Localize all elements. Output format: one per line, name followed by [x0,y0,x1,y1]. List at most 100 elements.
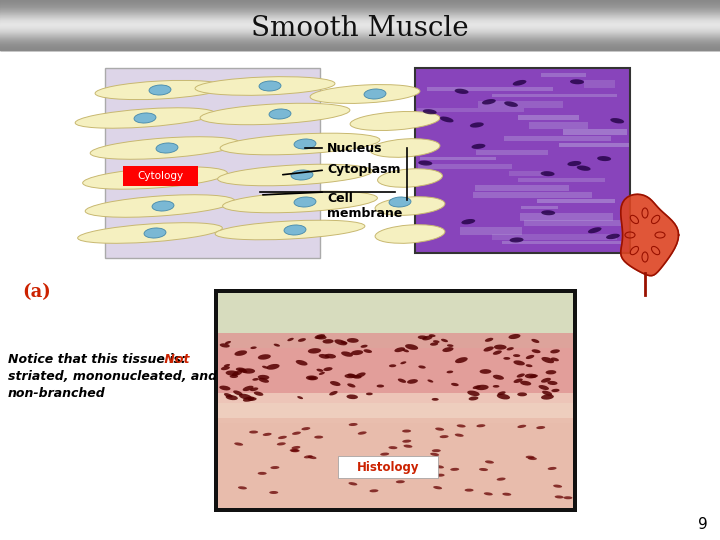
Ellipse shape [252,378,258,381]
Bar [0,17,720,18]
Bar [0,30,720,31]
Bar [559,143,629,147]
Bar [0,37,720,38]
Ellipse shape [259,81,281,91]
Bar [218,293,573,508]
Ellipse shape [503,492,511,496]
Ellipse shape [341,465,349,468]
Bar [524,220,621,226]
Bar [0,39,720,40]
Ellipse shape [258,354,271,360]
Ellipse shape [455,434,464,437]
Bar [476,150,548,156]
Ellipse shape [536,426,545,429]
Ellipse shape [248,397,256,401]
Ellipse shape [577,165,590,171]
Bar [0,35,720,36]
Bar [0,49,720,50]
Ellipse shape [440,435,449,438]
Ellipse shape [472,144,485,149]
Ellipse shape [294,139,316,149]
Ellipse shape [230,375,238,378]
Bar [0,41,720,42]
Bar [0,2,720,3]
Ellipse shape [553,484,562,488]
Ellipse shape [348,423,358,426]
Ellipse shape [467,390,480,396]
Bar [0,38,720,39]
Ellipse shape [507,347,514,350]
Ellipse shape [497,394,510,400]
Ellipse shape [429,334,436,337]
Bar [529,122,588,129]
Polygon shape [621,194,679,275]
Ellipse shape [308,376,317,380]
Bar [0,6,720,7]
Ellipse shape [352,375,361,379]
Bar [520,213,613,221]
Bar [0,18,720,19]
Bar [0,4,720,5]
Ellipse shape [436,474,445,477]
Bar [0,8,720,9]
Ellipse shape [446,370,453,373]
Bar [0,33,720,34]
Ellipse shape [469,396,478,401]
Ellipse shape [435,465,444,468]
Ellipse shape [552,389,559,392]
Text: Smooth Muscle: Smooth Muscle [251,15,469,42]
Bar [0,11,720,12]
Ellipse shape [289,449,299,452]
Ellipse shape [243,396,254,402]
Ellipse shape [215,220,365,240]
Bar [0,22,720,23]
Ellipse shape [224,393,233,397]
Ellipse shape [344,374,355,378]
Ellipse shape [217,164,372,186]
Ellipse shape [347,383,356,388]
Bar [474,185,569,191]
Ellipse shape [329,391,338,395]
Ellipse shape [554,495,564,498]
Ellipse shape [396,480,405,483]
Bar [0,21,720,22]
Ellipse shape [225,395,238,400]
Ellipse shape [341,352,353,357]
Ellipse shape [83,167,228,189]
Bar [509,171,544,176]
Ellipse shape [470,123,484,127]
Text: Cytology: Cytology [137,171,183,181]
Ellipse shape [541,378,551,383]
Ellipse shape [258,378,269,383]
Bar [0,46,720,47]
Ellipse shape [484,347,494,352]
Ellipse shape [611,118,624,124]
Bar [503,241,622,244]
Bar [0,36,720,37]
Ellipse shape [398,379,406,383]
Ellipse shape [294,197,316,207]
Ellipse shape [451,383,459,386]
Ellipse shape [513,379,523,383]
Ellipse shape [348,374,357,378]
Bar [0,16,720,17]
Bar [0,6,720,8]
Bar [0,38,720,39]
Ellipse shape [377,384,384,388]
Ellipse shape [517,393,527,396]
Text: striated, mononucleated, and: striated, mononucleated, and [8,370,217,383]
Ellipse shape [346,395,358,399]
Ellipse shape [350,111,440,131]
Ellipse shape [144,228,166,238]
Bar [0,33,720,35]
Ellipse shape [317,369,323,372]
Bar [0,12,720,14]
Ellipse shape [292,431,301,435]
Ellipse shape [238,487,247,489]
Bar [0,5,720,6]
Ellipse shape [221,366,230,370]
Bar [0,46,720,48]
Ellipse shape [310,85,420,104]
Ellipse shape [380,453,390,456]
Ellipse shape [462,219,475,224]
